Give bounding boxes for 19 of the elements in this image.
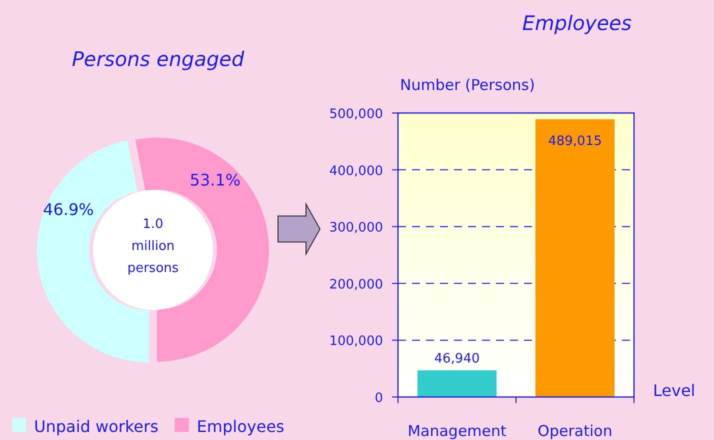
chart-title: Persons engaged — [72, 47, 244, 71]
y-tick-label: 400,000 — [329, 164, 383, 179]
y-tick-label: 500,000 — [329, 107, 383, 122]
y-tick-label: 100,000 — [329, 334, 383, 350]
legend-label: Unpaid workers — [34, 417, 158, 436]
data-label: 53.1% — [190, 170, 241, 190]
text: 1.0 million persons — [127, 217, 179, 276]
x-tick-label: Management — [408, 422, 507, 440]
y-tick-label: 0 — [374, 391, 383, 406]
chart-title: Employees — [522, 11, 632, 35]
y-tick-label: 200,000 — [329, 277, 383, 292]
y-tick-label: 300,000 — [329, 220, 383, 236]
data-label: 46.9% — [43, 200, 94, 219]
data-label: 489,015 — [548, 134, 602, 150]
x-tick-label: Operation — [538, 422, 612, 440]
x-axis-title: Level — [653, 381, 696, 400]
data-label: 46,940 — [434, 351, 480, 366]
legend-label: Employees — [196, 417, 284, 436]
y-axis-title: Number (Persons) — [400, 76, 535, 94]
